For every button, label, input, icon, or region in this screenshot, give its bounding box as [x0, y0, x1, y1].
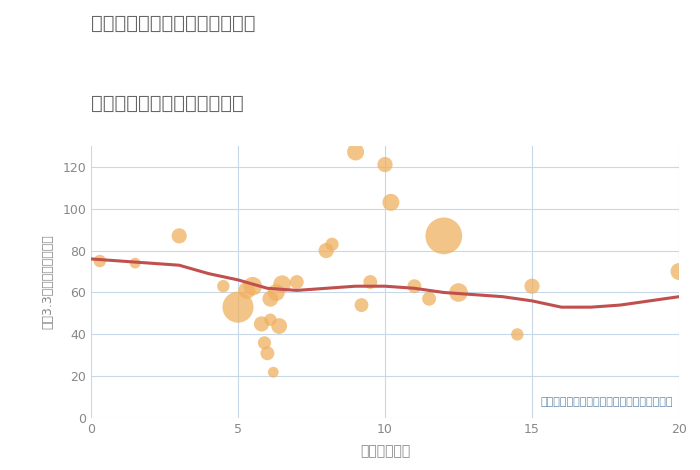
Point: [218, 282, 229, 290]
X-axis label: 駅距離（分）: 駅距離（分）: [360, 445, 410, 459]
Point: [241, 287, 253, 294]
Point: [262, 350, 273, 357]
Point: [321, 247, 332, 254]
Text: 三重県北牟婁郡紀北町東長島の: 三重県北牟婁郡紀北町東長島の: [91, 14, 256, 33]
Point: [356, 301, 367, 309]
Point: [174, 232, 185, 240]
Point: [271, 289, 282, 296]
Point: [438, 232, 449, 240]
Point: [247, 282, 258, 290]
Point: [385, 198, 396, 206]
Y-axis label: 坪（3.3㎡）単価（万円）: 坪（3.3㎡）単価（万円）: [41, 235, 54, 329]
Point: [326, 241, 337, 248]
Point: [350, 148, 361, 156]
Point: [130, 259, 141, 267]
Point: [265, 295, 276, 303]
Point: [453, 289, 464, 296]
Point: [259, 339, 270, 346]
Point: [267, 368, 279, 376]
Point: [291, 278, 302, 286]
Point: [274, 322, 285, 330]
Point: [94, 257, 106, 265]
Point: [256, 320, 267, 328]
Text: 円の大きさは、取引のあった物件面積を示す: 円の大きさは、取引のあった物件面積を示す: [540, 398, 673, 407]
Point: [512, 331, 523, 338]
Point: [424, 295, 435, 303]
Text: 駅距離別中古マンション価格: 駅距離別中古マンション価格: [91, 94, 244, 113]
Point: [409, 282, 420, 290]
Point: [379, 161, 391, 168]
Point: [276, 280, 288, 288]
Point: [265, 316, 276, 323]
Point: [673, 268, 685, 275]
Point: [365, 278, 376, 286]
Point: [232, 304, 244, 311]
Point: [526, 282, 538, 290]
